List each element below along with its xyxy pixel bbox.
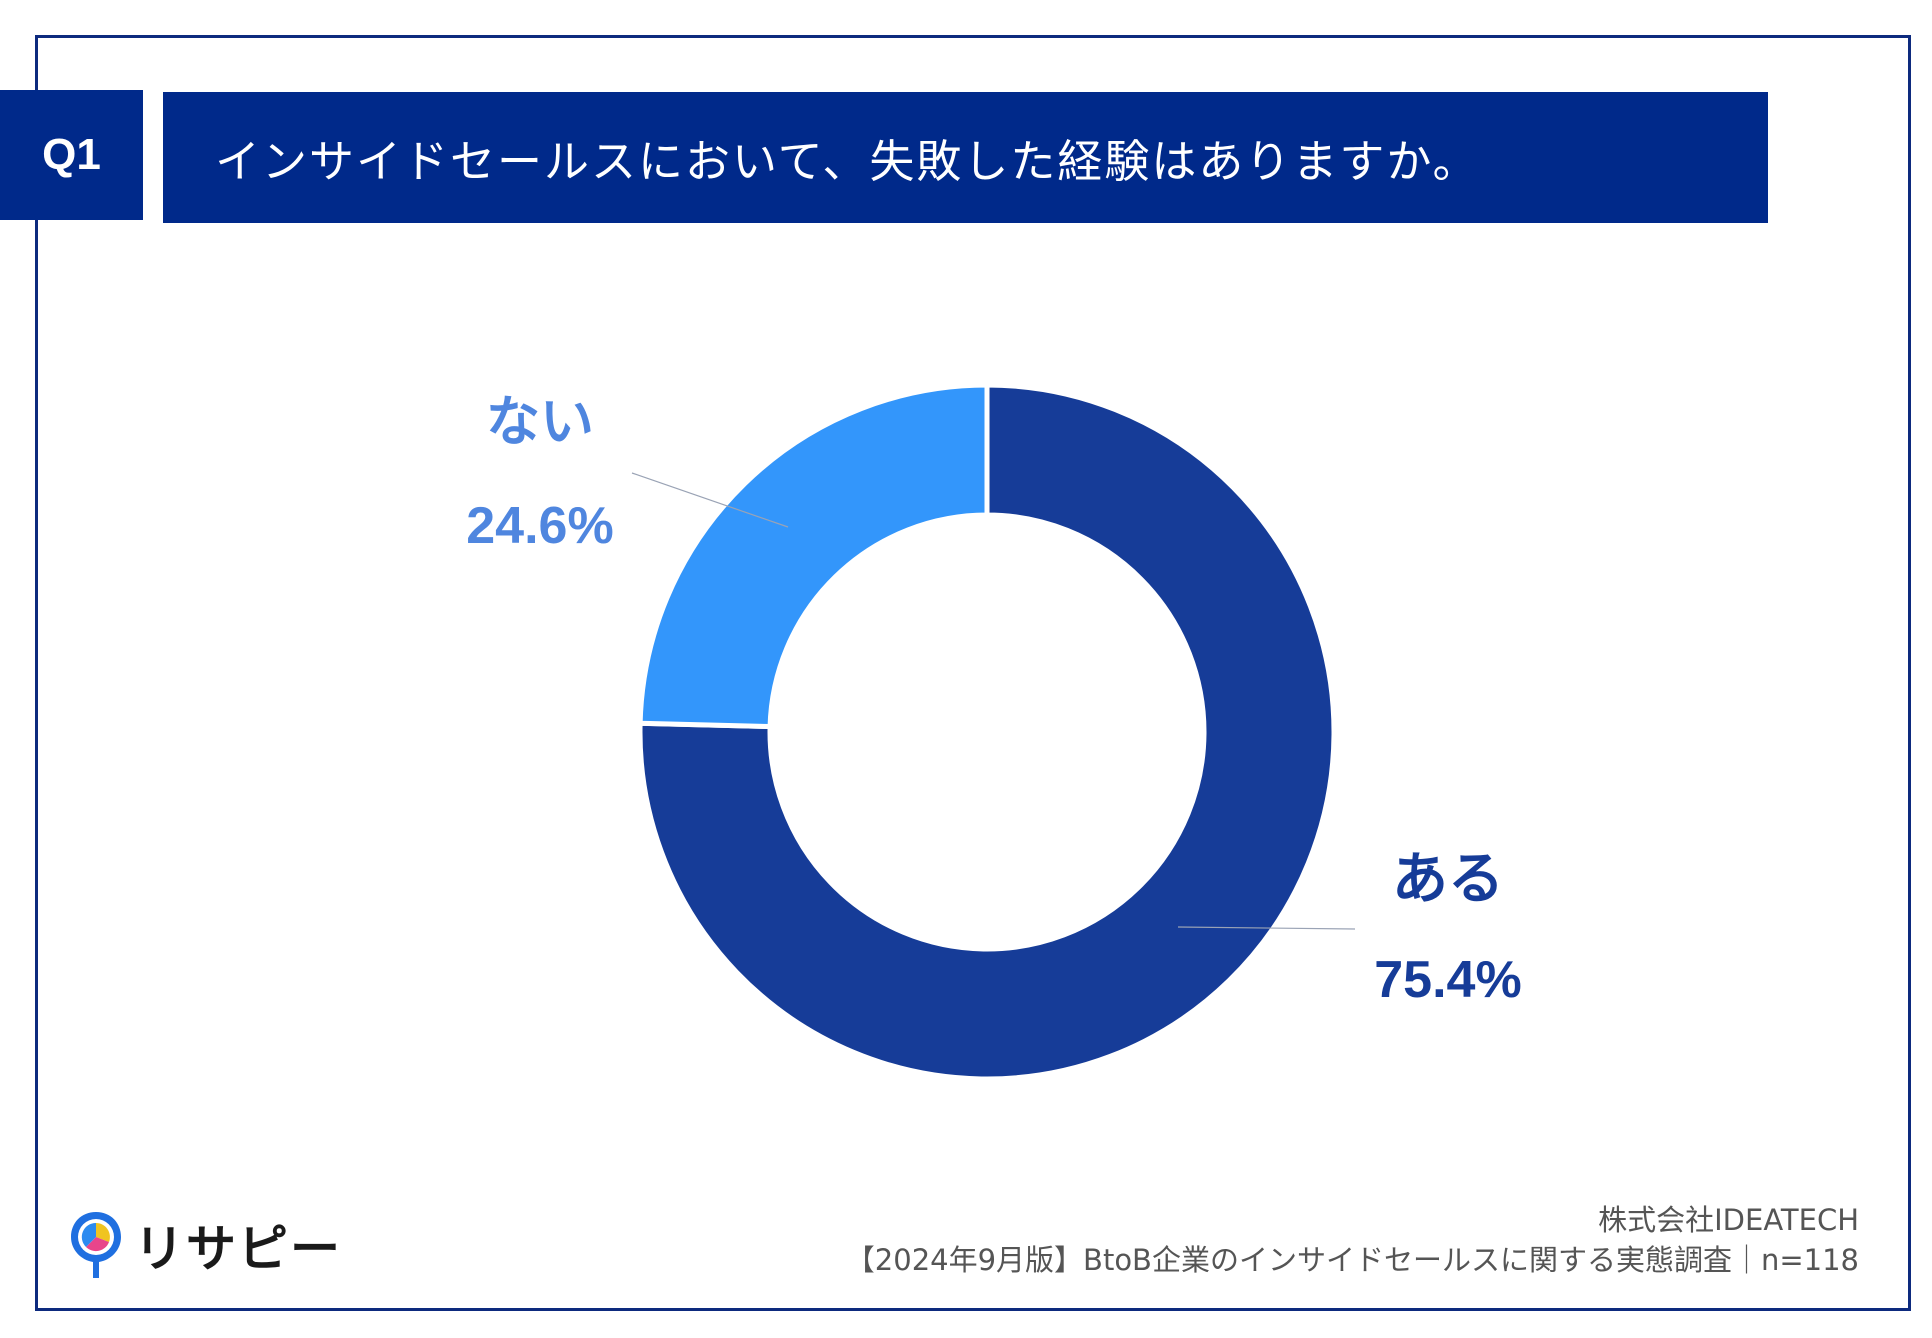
leader-line-nai	[631, 472, 789, 528]
brand-logo: リサピー	[68, 1210, 342, 1280]
question-number-badge: Q1	[0, 90, 143, 220]
footer-source: 【2024年9月版】BtoB企業のインサイドセールスに関する実態調査｜n=118	[845, 1243, 1859, 1277]
question-title: インサイドセールスにおいて、失敗した経験はありますか。	[163, 92, 1768, 223]
location-pin-pie-icon	[71, 1212, 121, 1278]
chart-frame	[35, 35, 1911, 1311]
donut-slice-1	[637, 382, 990, 730]
leader-line-aru	[1177, 926, 1356, 930]
footer: 株式会社IDEATECH 【2024年9月版】BtoB企業のインサイドセールスに…	[846, 1200, 1859, 1280]
logo-text: リサピー	[134, 1220, 342, 1278]
value-label-nai: 24.6%	[466, 497, 613, 555]
donut-slices	[637, 382, 1337, 1082]
value-label-aru: 75.4%	[1374, 951, 1521, 1009]
category-label-nai: ない	[486, 390, 594, 453]
category-label-aru: ある	[1392, 847, 1504, 912]
footer-company: 株式会社IDEATECH	[1598, 1203, 1859, 1237]
donut-slice-0	[637, 382, 1337, 1082]
